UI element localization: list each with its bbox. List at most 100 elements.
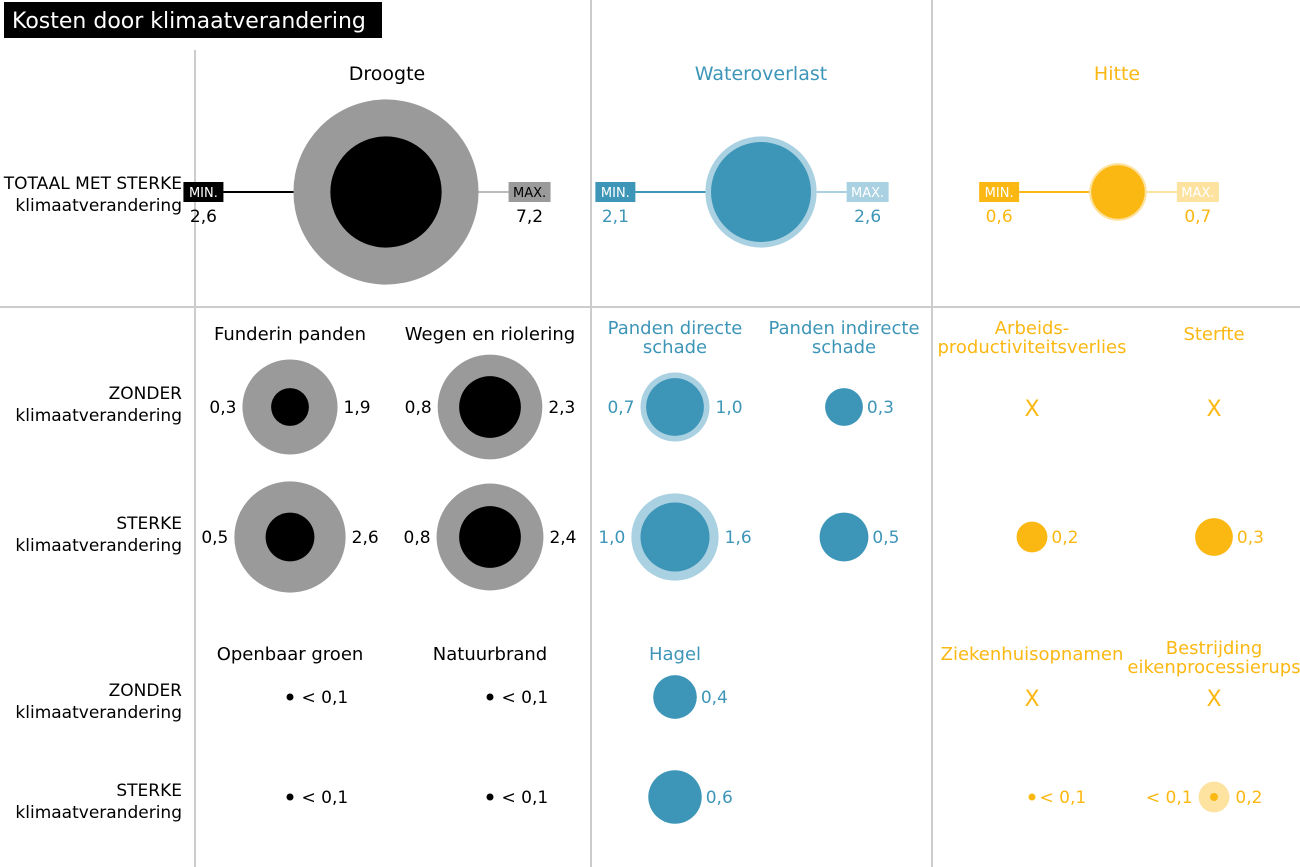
column-header-water: Wateroverlast <box>695 63 827 85</box>
bubble-min-0-sterke <box>265 512 315 562</box>
bubble-7-sterke <box>486 793 494 801</box>
chart-title: Kosten door klimaatverandering <box>4 2 382 38</box>
category-title-2-1: schade <box>643 337 707 358</box>
category-title-6-0: Openbaar groen <box>217 644 364 665</box>
bubble-4-sterke <box>1016 521 1048 553</box>
category-title-10-1: eikenprocessierups <box>1127 657 1300 678</box>
min-tag-water: MIN. <box>601 186 630 201</box>
category-title-3-0: Panden indirecte <box>768 318 919 339</box>
min-tag-hitte: MIN. <box>985 186 1014 201</box>
row-label-zonder1-line1: ZONDER <box>109 384 183 404</box>
max-tag-droogte: MAX. <box>513 186 546 201</box>
chart-title-background <box>4 2 382 38</box>
row-label-totaal-line2: klimaatverandering <box>15 196 182 216</box>
value-max-0-sterke: 2,6 <box>352 528 379 548</box>
category-title-7-0: Natuurbrand <box>433 644 547 665</box>
category-title-3-1: schade <box>812 337 876 358</box>
no-data-mark-5-zonder: X <box>1206 397 1221 422</box>
row-label-zonder1-line2: klimaatverandering <box>15 406 182 426</box>
bubble-6-zonder <box>286 693 294 701</box>
column-header-hitte: Hitte <box>1094 63 1140 85</box>
min-tag-bg-droogte <box>183 182 224 202</box>
total-min-value-hitte: 0,6 <box>986 207 1013 227</box>
value-max-2-zonder: 1,0 <box>716 398 743 418</box>
column-headers: Droogte Wateroverlast Hitte <box>349 63 1140 85</box>
value-3-sterke: 0,5 <box>872 528 899 548</box>
category-title-4-0: Arbeids- <box>995 318 1070 339</box>
bubble-min-1-sterke <box>459 506 521 568</box>
max-tag-bg-hitte <box>1176 182 1219 202</box>
chart-title-text: Kosten door klimaatverandering <box>12 9 366 34</box>
value-min-0-sterke: 0,5 <box>201 528 228 548</box>
total-min-value-droogte: 2,6 <box>190 207 217 227</box>
bubble-7-zonder <box>486 693 494 701</box>
row-labels: TOTAAL MET STERKEklimaatveranderingZONDE… <box>3 174 182 823</box>
category-title-9-0: Ziekenhuisopnamen <box>941 644 1124 665</box>
value-8-sterke: 0,6 <box>706 788 733 808</box>
bubble-9-sterke <box>1028 793 1036 801</box>
value-4-sterke: 0,2 <box>1051 528 1078 548</box>
bubble-8-sterke <box>648 770 702 824</box>
category-title-4-1: productiviteitsverlies <box>937 337 1126 358</box>
bubble-min-1-zonder <box>459 376 521 438</box>
value-5-sterke: 0,3 <box>1237 528 1264 548</box>
column-header-droogte: Droogte <box>349 63 425 85</box>
row-label-sterke2-line1: STERKE <box>116 781 182 801</box>
value-8-zonder: 0,4 <box>701 688 728 708</box>
bubble-min-0-zonder <box>271 388 309 426</box>
category-title-10-0: Bestrijding <box>1166 638 1263 659</box>
bubble-marks: MIN. MAX. 2,6 7,2 MIN. MAX. 2,1 2,6 MIN. MAX. 0,6 0… <box>183 99 1300 824</box>
bubble-min-hitte <box>1091 165 1145 219</box>
value-7-sterke: < 0,1 <box>502 788 549 808</box>
value-min-2-sterke: 1,0 <box>598 528 625 548</box>
max-tag-bg-water <box>846 182 889 202</box>
value-7-zonder: < 0,1 <box>502 688 549 708</box>
row-label-sterke2-line2: klimaatverandering <box>15 803 182 823</box>
category-title-1-0: Wegen en riolering <box>405 324 575 345</box>
value-max-1-zonder: 2,3 <box>548 398 575 418</box>
bubble-min-2-sterke <box>640 502 710 572</box>
value-3-zonder: 0,3 <box>867 398 894 418</box>
value-6-zonder: < 0,1 <box>302 688 349 708</box>
bubble-8-zonder <box>653 675 697 719</box>
max-tag-hitte: MAX. <box>1181 186 1214 201</box>
min-tag-bg-water <box>595 182 636 202</box>
total-min-value-water: 2,1 <box>602 207 629 227</box>
row-label-sterke1-line1: STERKE <box>116 514 182 534</box>
row-label-zonder2-line1: ZONDER <box>109 681 183 701</box>
value-max-0-zonder: 1,9 <box>344 398 371 418</box>
row-label-sterke1-line2: klimaatverandering <box>15 536 182 556</box>
bubble-3-zonder <box>825 388 863 426</box>
bubble-min-water <box>711 142 811 242</box>
category-title-5-0: Sterfte <box>1183 324 1244 345</box>
min-tag-droogte: MIN. <box>189 186 218 201</box>
total-max-value-water: 2,6 <box>854 207 881 227</box>
row-label-zonder2-line2: klimaatverandering <box>15 703 182 723</box>
category-title-0-0: Funderin panden <box>214 324 366 345</box>
bubble-min-10-sterke <box>1210 793 1218 801</box>
value-min-0-zonder: 0,3 <box>209 398 236 418</box>
no-data-mark-9-zonder: X <box>1024 687 1039 712</box>
bubble-5-sterke <box>1195 518 1233 556</box>
value-max-2-sterke: 1,6 <box>725 528 752 548</box>
value-min-10-sterke: < 0,1 <box>1146 788 1193 808</box>
value-9-sterke: < 0,1 <box>1040 788 1087 808</box>
no-data-mark-4-zonder: X <box>1024 397 1039 422</box>
bubble-6-sterke <box>286 793 294 801</box>
value-min-1-zonder: 0,8 <box>405 398 432 418</box>
max-tag-water: MAX. <box>851 186 884 201</box>
value-6-sterke: < 0,1 <box>302 788 349 808</box>
min-tag-bg-hitte <box>979 182 1020 202</box>
category-title-8-0: Hagel <box>649 644 701 665</box>
value-max-1-sterke: 2,4 <box>549 528 576 548</box>
bubble-min-2-zonder <box>646 378 704 436</box>
value-min-1-sterke: 0,8 <box>404 528 431 548</box>
value-min-2-zonder: 0,7 <box>607 398 634 418</box>
total-max-value-droogte: 7,2 <box>516 207 543 227</box>
no-data-mark-10-zonder: X <box>1206 687 1221 712</box>
bubble-min-droogte <box>330 136 442 248</box>
value-max-10-sterke: 0,2 <box>1235 788 1262 808</box>
max-tag-bg-droogte <box>508 182 551 202</box>
total-max-value-hitte: 0,7 <box>1184 207 1211 227</box>
